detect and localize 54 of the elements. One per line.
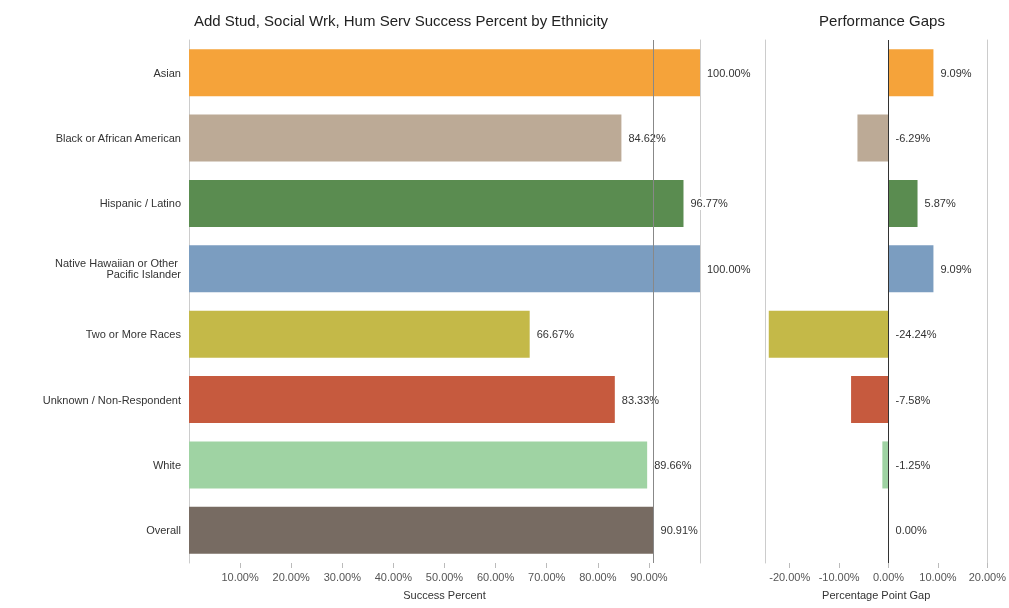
data-label: 66.67% <box>536 328 575 341</box>
bar <box>189 114 622 162</box>
bar <box>189 245 700 293</box>
bar <box>189 179 684 227</box>
x-tick-label: -20.00% <box>769 570 811 583</box>
y-tick-label: Native Hawaiian or Other Pacific Islander <box>55 257 182 281</box>
x-tick-label: 80.00% <box>579 570 617 583</box>
bar <box>851 376 889 424</box>
data-label: 0.00% <box>895 524 927 537</box>
data-label: -7.58% <box>895 393 931 406</box>
x-tick-label: 10.00% <box>919 570 957 583</box>
chart-title: Performance Gaps <box>819 12 945 29</box>
data-label: -6.29% <box>895 132 931 145</box>
bar <box>888 179 918 227</box>
x-tick-label: 0.00% <box>872 570 905 583</box>
data-label: 90.91% <box>660 524 699 537</box>
data-label: 9.09% <box>940 66 972 79</box>
bar <box>189 49 700 97</box>
y-tick-label: Black or African American <box>55 132 181 145</box>
chart-title: Add Stud, Social Wrk, Hum Serv Success Percent by Ethnicity <box>194 12 609 29</box>
x-axis-title: Success Percent <box>403 588 486 601</box>
data-label: 96.77% <box>690 197 729 210</box>
bar <box>189 506 654 554</box>
x-tick-label: 10.00% <box>221 570 259 583</box>
x-tick-label: -10.00% <box>818 570 860 583</box>
y-tick-label: Two or More Races <box>85 328 182 341</box>
y-tick-label: Hispanic / Latino <box>99 197 181 210</box>
data-label: -1.25% <box>895 458 931 471</box>
data-label: -24.24% <box>895 328 937 341</box>
x-tick-label: 40.00% <box>374 570 413 583</box>
x-tick-label: 70.00% <box>528 570 566 583</box>
bar <box>888 49 934 97</box>
data-label: 9.09% <box>940 262 972 275</box>
y-tick-label: Overall <box>146 524 181 537</box>
x-tick-label: 60.00% <box>476 570 515 583</box>
data-label: 100.00% <box>707 66 751 79</box>
bar <box>768 310 889 358</box>
bar <box>189 310 530 358</box>
x-tick-label: 20.00% <box>968 570 1007 583</box>
bar <box>189 376 615 424</box>
bar <box>857 114 889 162</box>
x-tick-label: 20.00% <box>272 570 311 583</box>
x-tick-label: 50.00% <box>425 570 464 583</box>
y-tick-label: White <box>152 458 181 471</box>
bar <box>189 441 648 489</box>
x-tick-label: 30.00% <box>323 570 362 583</box>
data-label: 5.87% <box>924 197 956 210</box>
x-axis-title: Percentage Point Gap <box>822 588 931 601</box>
bar <box>888 245 934 293</box>
y-tick-label: Unknown / Non-Respondent <box>42 393 181 406</box>
x-tick-label: 90.00% <box>630 570 668 583</box>
data-label: 89.66% <box>654 458 692 471</box>
y-tick-label: Asian <box>153 66 181 79</box>
data-label: 100.00% <box>707 262 751 275</box>
